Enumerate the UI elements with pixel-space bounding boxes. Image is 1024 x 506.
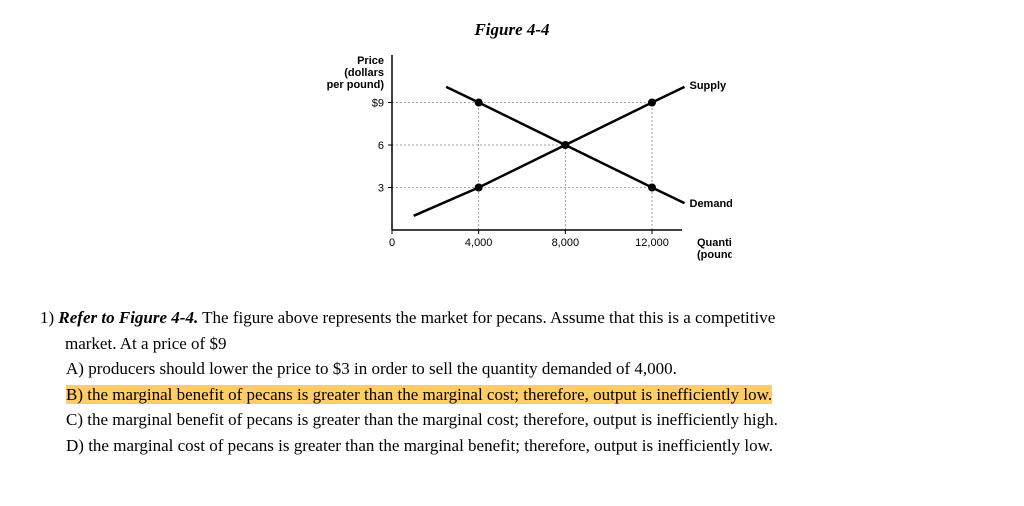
question-lead: Refer to Figure 4-4. — [58, 308, 198, 327]
choice-c-text: the marginal benefit of pecans is greate… — [87, 410, 778, 429]
choice-c: C) the marginal benefit of pecans is gre… — [88, 407, 984, 433]
figure-title: Figure 4-4 — [40, 20, 984, 40]
svg-text:(dollars: (dollars — [344, 67, 384, 79]
svg-text:per pound): per pound) — [327, 79, 385, 91]
question-stem-line2: market. At a price of $9 — [65, 331, 984, 357]
svg-text:3: 3 — [378, 183, 384, 195]
svg-text:$9: $9 — [372, 98, 384, 110]
svg-text:6: 6 — [378, 140, 384, 152]
svg-text:4,000: 4,000 — [465, 237, 493, 249]
question-stem-rest: The figure above represents the market f… — [202, 308, 775, 327]
choice-b-highlight: B) the marginal benefit of pecans is gre… — [66, 385, 772, 404]
choice-d: D) the marginal cost of pecans is greate… — [88, 433, 984, 459]
question-stem-line1: 1) Refer to Figure 4-4. The figure above… — [40, 305, 984, 331]
choice-a: A) producers should lower the price to $… — [88, 356, 984, 382]
question-block: 1) Refer to Figure 4-4. The figure above… — [40, 305, 984, 458]
svg-text:Supply: Supply — [690, 80, 728, 92]
choice-a-text: producers should lower the price to $3 i… — [88, 359, 677, 378]
choice-b-text: the marginal benefit of pecans is greate… — [87, 385, 772, 404]
svg-text:Demand: Demand — [690, 198, 733, 210]
svg-text:8,000: 8,000 — [552, 237, 580, 249]
svg-text:Quantity: Quantity — [697, 237, 732, 249]
question-number: 1) — [40, 308, 54, 327]
svg-text:0: 0 — [389, 237, 395, 249]
svg-text:12,000: 12,000 — [635, 237, 669, 249]
supply-demand-chart: 0 4,000 8,000 12,000 3 6 $9 Price(dollarsper po… — [292, 50, 732, 280]
svg-text:Price: Price — [357, 55, 384, 67]
chart-container: 0 4,000 8,000 12,000 3 6 $9 Price(dollarsper po… — [40, 50, 984, 280]
choice-b: B) the marginal benefit of pecans is gre… — [88, 382, 984, 408]
choice-d-text: the marginal cost of pecans is greater t… — [88, 436, 773, 455]
svg-text:(pounds): (pounds) — [697, 249, 732, 261]
